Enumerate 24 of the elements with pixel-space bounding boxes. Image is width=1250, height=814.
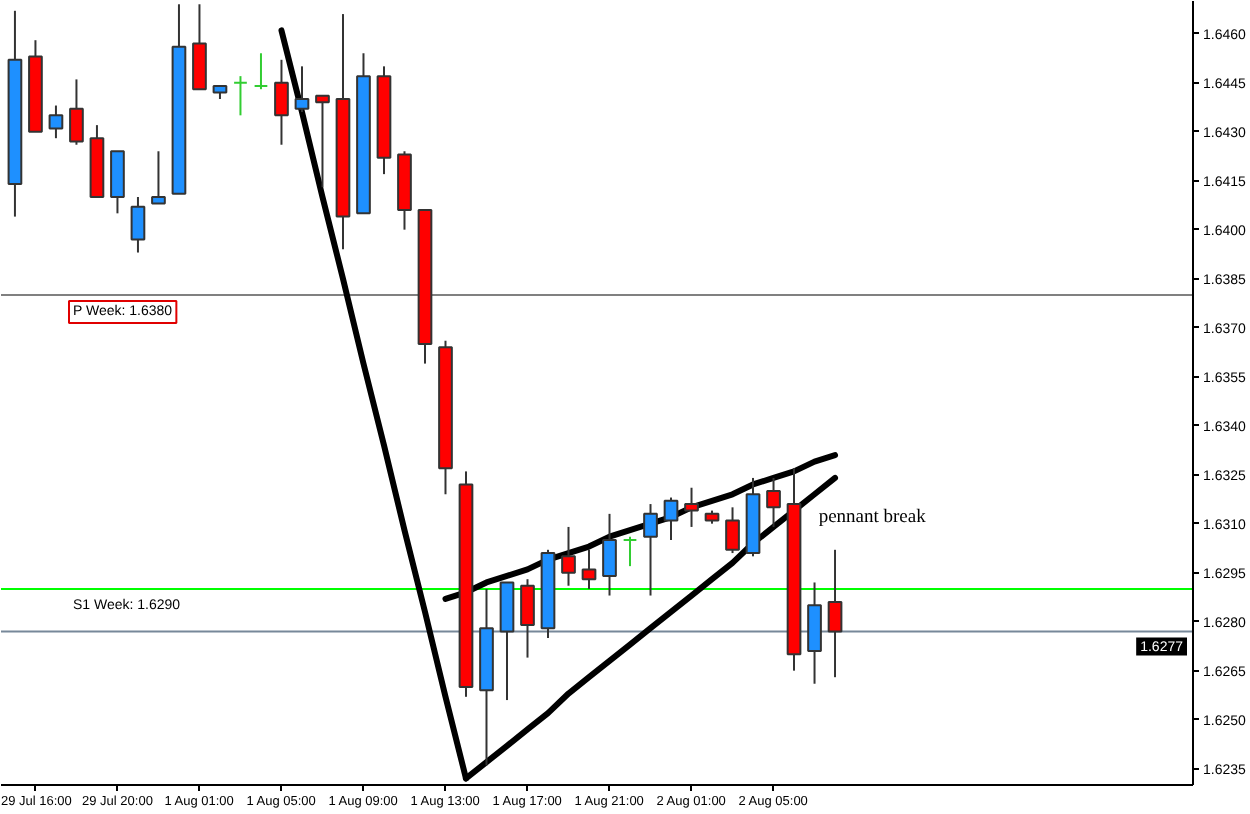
candlestick	[663, 496, 679, 541]
candlestick	[233, 75, 248, 117]
candlestick	[766, 476, 781, 528]
candlestick	[827, 548, 843, 679]
candlestick	[294, 65, 310, 114]
candlestick	[725, 506, 740, 555]
candlestick	[602, 512, 617, 597]
candlestick	[581, 548, 597, 590]
candlestick	[643, 503, 658, 597]
candlestick	[192, 3, 207, 91]
candlestick	[561, 525, 576, 587]
candlestick	[274, 58, 289, 146]
candlestick	[253, 52, 269, 91]
candlestick	[69, 78, 84, 146]
candlestick	[48, 104, 64, 140]
candlestick	[315, 94, 330, 189]
candlestick	[684, 486, 699, 528]
annotation: pennant break	[818, 508, 927, 529]
candlestick	[110, 150, 125, 215]
candlestick	[807, 581, 822, 685]
candlestick	[622, 535, 638, 568]
candlestick	[151, 150, 166, 205]
candlestick	[130, 196, 146, 254]
candlestick	[520, 578, 535, 659]
